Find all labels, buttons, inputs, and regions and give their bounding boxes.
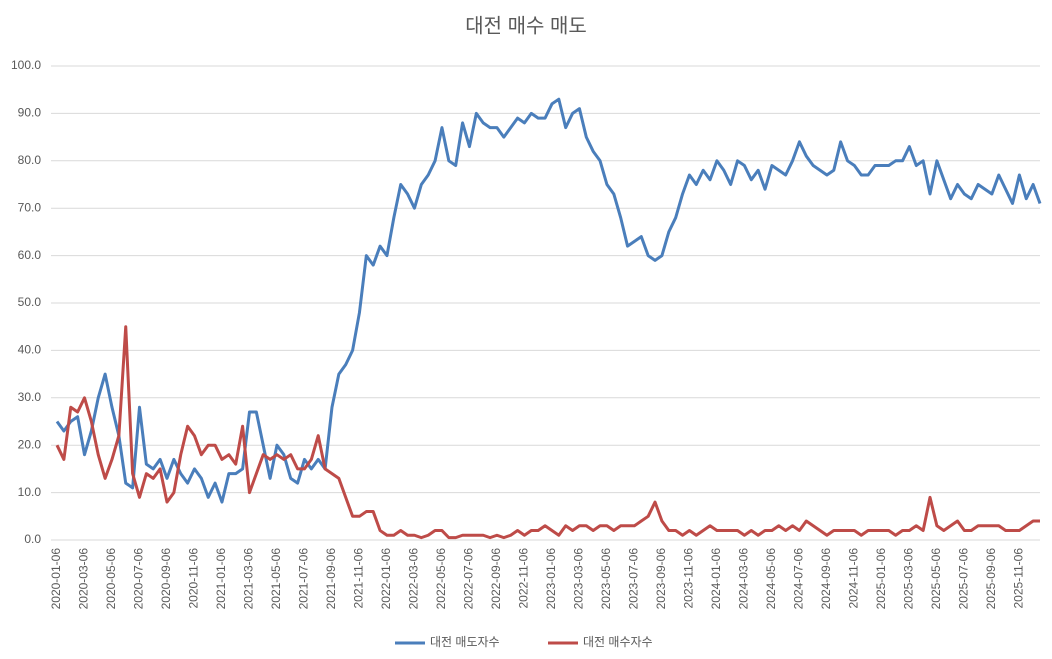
y-tick-label: 30.0 [18, 390, 42, 404]
series-line [55, 97, 1042, 504]
x-tick-label: 2022-07-06 [462, 548, 476, 610]
x-tick-label: 2022-11-06 [517, 548, 531, 609]
x-tick-label: 2023-05-06 [599, 548, 613, 610]
x-tick-label: 2023-11-06 [682, 548, 696, 609]
x-tick-label: 2025-09-06 [984, 548, 998, 610]
legend-label: 대전 매수자수 [583, 635, 653, 649]
x-tick-label: 2023-01-06 [544, 548, 558, 610]
x-tick-label: 2024-01-06 [709, 548, 723, 610]
y-tick-label: 0.0 [24, 532, 41, 546]
y-tick-label: 80.0 [18, 153, 42, 167]
y-tick-label: 20.0 [18, 437, 42, 451]
y-tick-label: 60.0 [18, 248, 42, 262]
y-tick-label: 100.0 [11, 58, 41, 72]
chart-title: 대전 매수 매도 [465, 14, 587, 37]
x-tick-label: 2024-11-06 [847, 548, 861, 609]
x-tick-label: 2020-07-06 [132, 548, 146, 610]
series-line [55, 325, 1040, 540]
x-tick-label: 2022-03-06 [407, 548, 421, 610]
x-tick-label: 2025-05-06 [929, 548, 943, 610]
x-tick-label: 2021-03-06 [242, 548, 256, 610]
x-tick-label: 2020-01-06 [49, 548, 63, 610]
legend-label: 대전 매도자수 [430, 635, 500, 649]
x-tick-label: 2021-11-06 [352, 548, 366, 609]
y-tick-label: 10.0 [18, 485, 42, 499]
x-tick-label: 2025-03-06 [902, 548, 916, 610]
x-tick-label: 2024-05-06 [764, 548, 778, 610]
x-tick-label: 2024-07-06 [792, 548, 806, 610]
x-tick-label: 2025-01-06 [874, 548, 888, 610]
x-tick-label: 2021-07-06 [297, 548, 311, 610]
x-tick-label: 2020-09-06 [159, 548, 173, 610]
y-tick-label: 70.0 [18, 200, 42, 214]
x-tick-label: 2021-01-06 [214, 548, 228, 610]
x-tick-label: 2023-03-06 [572, 548, 586, 610]
y-tick-label: 40.0 [18, 343, 42, 357]
x-tick-label: 2023-07-06 [627, 548, 641, 610]
x-tick-label: 2023-09-06 [654, 548, 668, 610]
x-tick-label: 2021-05-06 [269, 548, 283, 610]
x-tick-label: 2020-11-06 [187, 548, 201, 609]
x-tick-label: 2025-11-06 [1012, 548, 1026, 609]
x-tick-label: 2024-09-06 [819, 548, 833, 610]
x-tick-label: 2020-03-06 [77, 548, 91, 610]
x-tick-label: 2020-05-06 [104, 548, 118, 610]
x-tick-label: 2021-09-06 [324, 548, 338, 610]
y-tick-label: 90.0 [18, 106, 42, 120]
x-tick-label: 2022-05-06 [434, 548, 448, 610]
x-tick-label: 2022-01-06 [379, 548, 393, 610]
x-tick-label: 2025-07-06 [957, 548, 971, 610]
x-tick-label: 2024-03-06 [737, 548, 751, 610]
x-tick-label: 2022-09-06 [489, 548, 503, 610]
y-tick-label: 50.0 [18, 295, 42, 309]
